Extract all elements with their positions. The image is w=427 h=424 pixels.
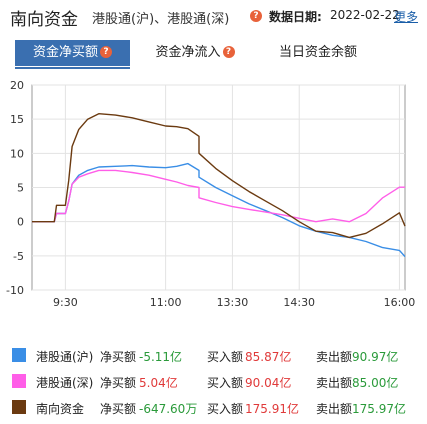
- tab-daily-balance[interactable]: 当日资金余额: [268, 40, 368, 66]
- net-buy-value: -647.60万: [139, 402, 198, 416]
- x-tick-label: 16:00: [384, 296, 416, 309]
- help-icon[interactable]: ?: [250, 10, 262, 22]
- net-buy-value: -5.11亿: [139, 350, 183, 364]
- header: 南向资金 港股通(沪)、港股通(深) ? 数据日期: 2022-02-22 更多: [0, 0, 427, 30]
- legend-name: 港股通(沪): [36, 350, 94, 364]
- legend-row-sz: 港股通(深) 净买额 5.04亿 买入额 90.04亿 卖出额 85.00亿: [0, 371, 427, 393]
- tab-net-buy[interactable]: 资金净买额?: [15, 40, 130, 66]
- page-subtitle: 港股通(沪)、港股通(深): [92, 12, 230, 27]
- y-tick-label: -5: [13, 250, 24, 263]
- sell-label: 卖出额: [316, 402, 353, 416]
- legend-name: 港股通(深): [36, 376, 94, 390]
- x-tick-label: 11:00: [150, 296, 182, 309]
- buy-value: 90.04亿: [245, 376, 292, 390]
- y-tick-label: 0: [17, 216, 24, 229]
- x-tick-label: 9:30: [53, 296, 78, 309]
- legend-row-sh: 港股通(沪) 净买额 -5.11亿 买入额 85.87亿 卖出额 90.97亿: [0, 345, 427, 367]
- tab-daily-balance-label: 当日资金余额: [278, 45, 357, 60]
- sell-value: 90.97亿: [352, 350, 399, 364]
- x-tick-label: 13:30: [217, 296, 249, 309]
- page-title: 南向资金: [10, 10, 78, 30]
- y-tick-label: 15: [10, 113, 24, 126]
- legend-swatch-sz: [12, 374, 26, 388]
- tab-net-buy-label: 资金净买额: [32, 45, 98, 60]
- x-tick-label: 14:30: [283, 296, 315, 309]
- data-date: 2022-02-22: [330, 8, 400, 22]
- y-tick-label: 5: [17, 182, 24, 195]
- y-tick-label: 20: [10, 79, 24, 92]
- buy-label: 买入额: [207, 376, 244, 390]
- tab-net-inflow-label: 资金净流入: [155, 45, 221, 60]
- net-buy-chart: 20 15 10 5 0 -5 -10 9:30 11:00 13:30 14:30 16:00: [6, 79, 416, 309]
- net-buy-value: 5.04亿: [139, 376, 178, 390]
- sell-label: 卖出额: [316, 350, 353, 364]
- legend-swatch-sh: [12, 348, 26, 362]
- sell-value: 85.00亿: [352, 376, 399, 390]
- net-buy-label: 净买额: [100, 376, 137, 390]
- buy-label: 买入额: [207, 350, 244, 364]
- legend-row-south: 南向资金 净买额 -647.60万 买入额 175.91亿 卖出额 175.97…: [0, 397, 427, 419]
- tab-net-inflow[interactable]: 资金净流入?: [145, 40, 245, 66]
- y-tick-label: 10: [10, 147, 24, 160]
- tab-bar: 资金净买额? 资金净流入? 当日资金余额: [0, 40, 427, 66]
- sell-value: 175.97亿: [352, 402, 406, 416]
- series-line-2: [32, 169, 405, 223]
- net-buy-label: 净买额: [100, 350, 137, 364]
- legend-name: 南向资金: [36, 402, 85, 416]
- net-buy-label: 净买额: [100, 402, 137, 416]
- series-line-3: [32, 113, 406, 239]
- more-link[interactable]: 更多: [394, 10, 419, 24]
- buy-label: 买入额: [207, 402, 244, 416]
- tab-underline: [15, 67, 130, 69]
- sell-label: 卖出额: [316, 376, 353, 390]
- help-icon[interactable]: ?: [222, 45, 235, 58]
- buy-value: 175.91亿: [245, 402, 299, 416]
- buy-value: 85.87亿: [245, 350, 292, 364]
- y-tick-label: -10: [6, 284, 24, 297]
- legend-swatch-south: [12, 400, 26, 414]
- date-label: 数据日期:: [269, 10, 322, 24]
- help-icon[interactable]: ?: [100, 45, 112, 58]
